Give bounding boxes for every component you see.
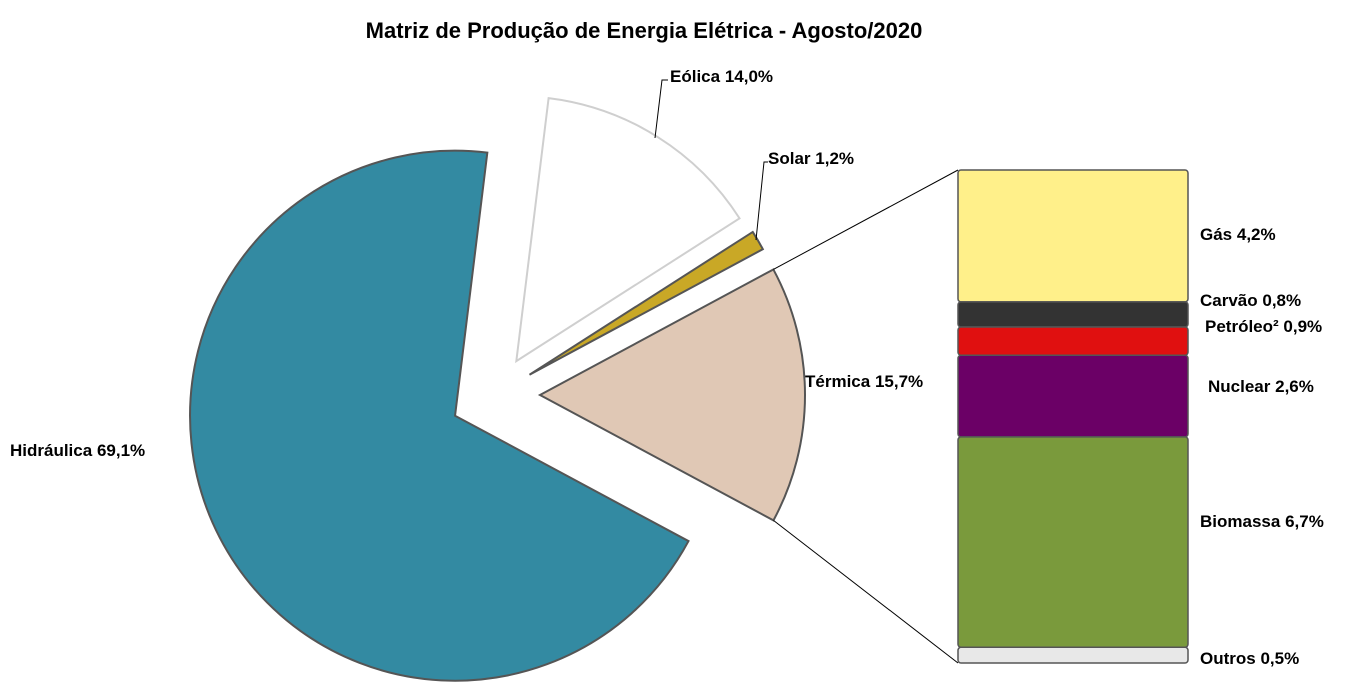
- slice-label: Térmica 15,7%: [805, 372, 923, 391]
- label-value: 14,0%: [725, 67, 773, 86]
- label-value: 0,5%: [1260, 649, 1299, 668]
- bar-label: Carvão 0,8%: [1200, 291, 1301, 310]
- label-value: 1,2%: [815, 149, 854, 168]
- pie-slice: [537, 268, 806, 522]
- label-name: Térmica: [805, 372, 871, 391]
- connector-line: [773, 519, 959, 664]
- bar-label: Biomassa 6,7%: [1200, 512, 1324, 531]
- bar-label: Gás 4,2%: [1200, 225, 1276, 244]
- bar-segment: [957, 301, 1189, 328]
- slice-label: Eólica 14,0%: [670, 67, 773, 86]
- bar-segment: [957, 354, 1189, 438]
- label-name: Eólica: [670, 67, 721, 86]
- connector-line: [773, 169, 959, 270]
- label-name: Nuclear: [1208, 377, 1271, 396]
- label-name: Petróleo²: [1205, 317, 1279, 336]
- pie-slice: [189, 149, 690, 682]
- slice-label: Solar 1,2%: [768, 149, 854, 168]
- label-value: 0,9%: [1283, 317, 1322, 336]
- label-value: 69,1%: [97, 441, 145, 460]
- bar-label: Petróleo² 0,9%: [1205, 317, 1322, 336]
- label-value: 0,8%: [1262, 291, 1301, 310]
- bar-segment: [957, 436, 1189, 649]
- pie-slice: [528, 230, 765, 376]
- pie-slice: [515, 97, 741, 364]
- label-name: Hidráulica: [10, 441, 93, 460]
- label-name: Biomassa: [1200, 512, 1281, 531]
- bar-segment: [957, 169, 1189, 303]
- label-value: 4,2%: [1237, 225, 1276, 244]
- label-value: 2,6%: [1275, 377, 1314, 396]
- label-name: Solar: [768, 149, 811, 168]
- bar-segment: [957, 326, 1189, 357]
- label-value: 6,7%: [1285, 512, 1324, 531]
- bar-label: Outros 0,5%: [1200, 649, 1299, 668]
- label-name: Outros: [1200, 649, 1256, 668]
- slice-label: Hidráulica 69,1%: [10, 441, 145, 460]
- label-name: Gás: [1200, 225, 1232, 244]
- bar-label: Nuclear 2,6%: [1208, 377, 1314, 396]
- leader-line: [755, 161, 768, 241]
- chart-title: Matriz de Produção de Energia Elétrica -…: [366, 18, 923, 43]
- bar-segment: [957, 646, 1189, 664]
- label-value: 15,7%: [875, 372, 923, 391]
- label-name: Carvão: [1200, 291, 1258, 310]
- leader-line: [654, 79, 668, 139]
